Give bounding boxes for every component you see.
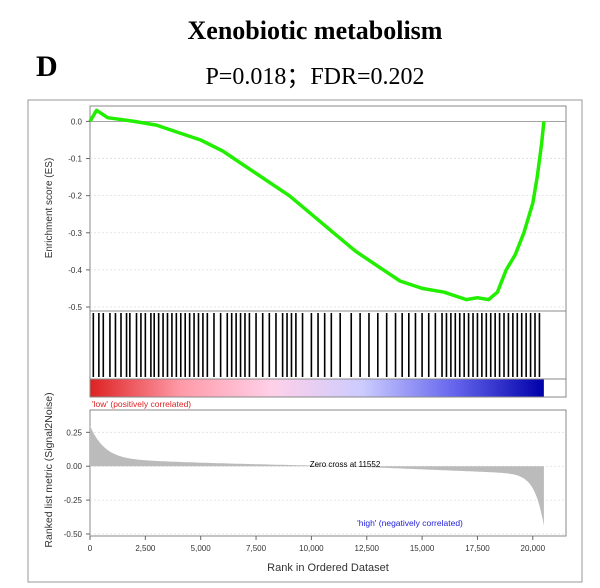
- metric-ytick-label: -0.25: [64, 496, 83, 505]
- chart-title: Xenobiotic metabolism: [187, 16, 443, 45]
- es-y-label: Enrichment score (ES): [44, 158, 55, 259]
- low-label: 'low' (positively correlated): [92, 399, 191, 409]
- metric-y-axis: 0.25 0.00 -0.25 -0.50: [64, 428, 90, 539]
- heatmap-frame: [89, 378, 567, 398]
- chart-subtitle: P=0.018；FDR=0.202: [205, 64, 425, 90]
- x-axis: 0 2,500 5,000 7,500 10,000 12,500 15,000 17,500…: [88, 536, 546, 553]
- x-tick-label: 2,500: [135, 544, 156, 553]
- es-panel: [89, 105, 567, 312]
- high-label: 'high' (negatively correlated): [357, 518, 463, 528]
- es-ytick-label: -0.4: [68, 266, 82, 275]
- x-tick-label: 12,500: [355, 544, 380, 553]
- x-tick-label: 5,000: [191, 544, 212, 553]
- metric-ytick-label: -0.50: [64, 530, 83, 539]
- metric-ytick-label: 0.25: [66, 428, 82, 437]
- panel-label: D: [36, 50, 58, 83]
- metric-y-label: Ranked list metric (Signal2Noise): [43, 392, 55, 547]
- es-ytick-label: -0.5: [68, 303, 82, 312]
- x-tick-label: 15,000: [410, 544, 435, 553]
- es-ytick-label: -0.3: [68, 229, 82, 238]
- es-ytick-label: -0.1: [68, 155, 82, 164]
- x-tick-label: 0: [88, 544, 93, 553]
- metric-ytick-label: 0.00: [66, 462, 82, 471]
- x-tick-label: 7,500: [246, 544, 267, 553]
- x-tick-label: 10,000: [299, 544, 324, 553]
- x-axis-label: Rank in Ordered Dataset: [267, 562, 389, 574]
- es-grid: [90, 121, 566, 308]
- ranking-heatmap: [90, 379, 544, 397]
- x-tick-label: 17,500: [465, 544, 490, 553]
- metric-panel: [89, 409, 567, 537]
- es-y-axis: 0.0 -0.1 -0.2 -0.3 -0.4 -0.5: [68, 117, 90, 312]
- es-ytick-label: 0.0: [71, 117, 83, 126]
- es-ytick-label: -0.2: [68, 192, 82, 201]
- hit-lines: [92, 313, 541, 377]
- es-line: [88, 108, 546, 302]
- x-tick-label: 20,000: [521, 544, 546, 553]
- zero-cross-label: Zero cross at 11552: [310, 460, 381, 469]
